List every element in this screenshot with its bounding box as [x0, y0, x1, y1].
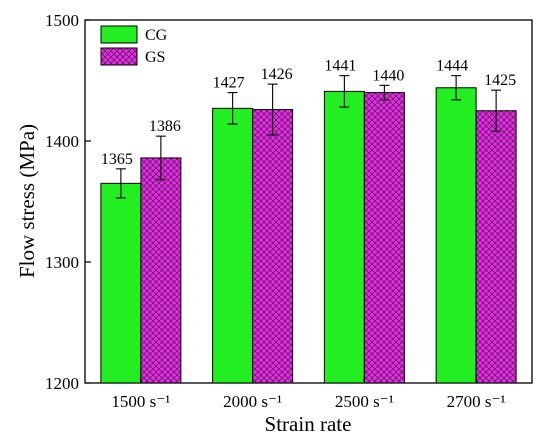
- data-label-cg: 1444: [436, 58, 468, 75]
- legend-item-cg: CG: [100, 25, 168, 44]
- y-axis-ticks: 1200 1300 1400 1500: [45, 11, 91, 393]
- bar-cg-2: [323, 90, 365, 384]
- x-axis-title: Strain rate: [265, 412, 352, 436]
- y-tick-label: 1200: [45, 374, 79, 393]
- legend-label-cg: CG: [145, 27, 168, 44]
- data-label-gs: 1440: [372, 67, 404, 84]
- legend-swatch-cg: [100, 25, 138, 44]
- y-tick-label: 1500: [45, 11, 79, 30]
- x-tick-label: 2500 s⁻¹: [335, 392, 394, 411]
- legend-swatch-gs: [100, 47, 138, 66]
- bar-gs-2: [363, 92, 405, 384]
- bar-gs-0: [140, 157, 182, 384]
- y-axis-title: Flow stress (MPa): [15, 124, 39, 278]
- y-tick-label: 1300: [45, 253, 79, 272]
- y-tick-label: 1400: [45, 132, 79, 151]
- data-label-cg: 1427: [213, 75, 245, 92]
- data-labels: 1365 1386 1427 1426 1441 1440 1444 1425: [101, 58, 516, 168]
- bars: [100, 87, 517, 384]
- plot-frame: [84, 19, 533, 384]
- legend-item-gs: GS: [100, 47, 165, 66]
- x-tick-label: 1500 s⁻¹: [111, 392, 170, 411]
- legend: CG GS: [100, 25, 168, 66]
- data-label-cg: 1441: [324, 58, 356, 75]
- data-label-cg: 1365: [101, 151, 133, 168]
- bar-gs-3: [475, 110, 517, 384]
- x-axis-ticks: 1500 s⁻¹ 2000 s⁻¹ 2500 s⁻¹ 2700 s⁻¹: [111, 377, 506, 411]
- bar-cg-1: [212, 107, 254, 384]
- bar-cg-3: [435, 87, 477, 384]
- bar-cg-0: [100, 182, 142, 384]
- data-label-gs: 1386: [149, 118, 181, 135]
- error-bars: [115, 75, 502, 199]
- legend-label-gs: GS: [145, 49, 165, 66]
- x-tick-label: 2700 s⁻¹: [447, 392, 506, 411]
- data-label-gs: 1426: [261, 66, 293, 83]
- bar-gs-1: [252, 109, 294, 384]
- x-tick-label: 2000 s⁻¹: [223, 392, 282, 411]
- data-label-gs: 1425: [484, 72, 516, 89]
